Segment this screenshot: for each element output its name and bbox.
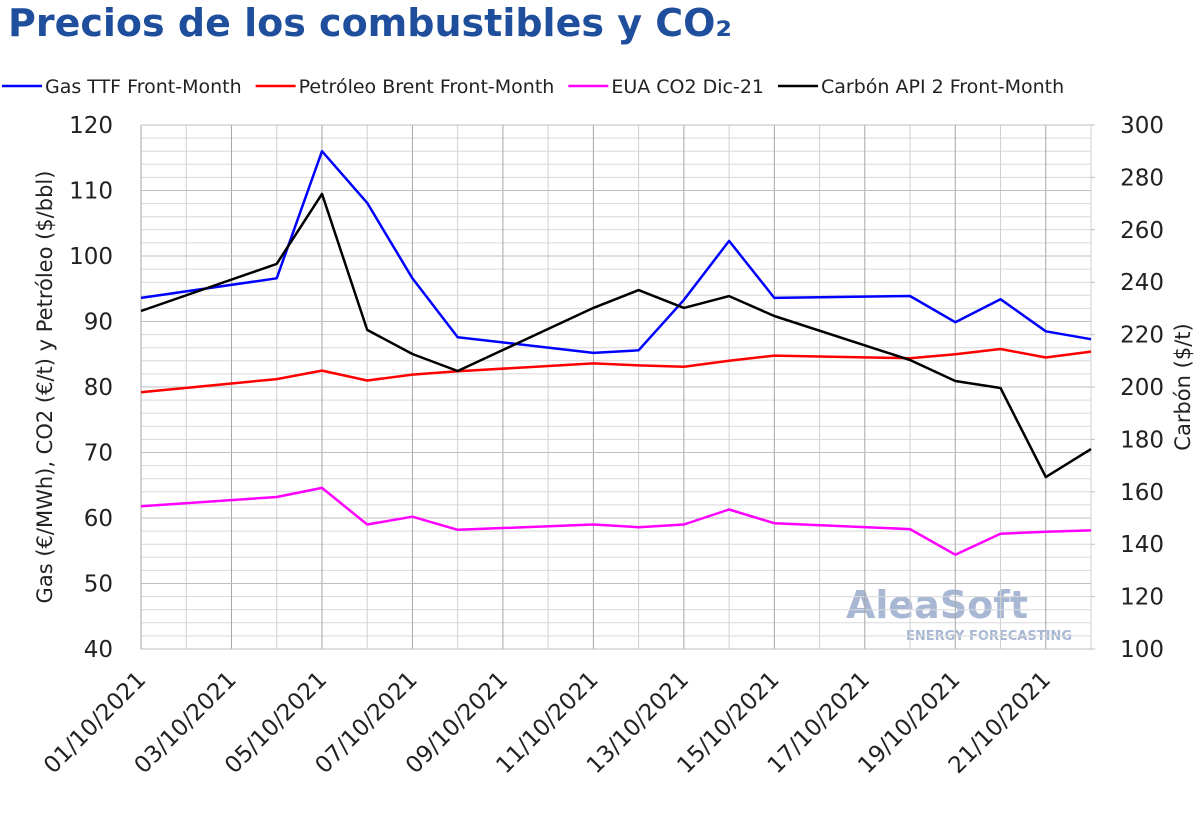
y2-tick-label: 200 (1120, 375, 1164, 401)
y-axis-label: Gas (€/MWh), CO2 (€/t) y Petróleo ($/bbl… (33, 171, 57, 604)
y-tick-label: 80 (84, 375, 113, 401)
y-tick-label: 70 (84, 441, 113, 467)
y2-tick-label: 140 (1120, 532, 1164, 558)
y2-tick-label: 160 (1120, 480, 1164, 506)
y-tick-label: 50 (84, 572, 113, 598)
series-line (140, 486, 1092, 556)
y2-tick-label: 180 (1120, 427, 1164, 453)
y2-tick-label: 280 (1120, 165, 1164, 191)
y-tick-label: 100 (69, 244, 113, 270)
legend-label: Carbón API 2 Front-Month (821, 76, 1064, 98)
y-tick-label: 40 (84, 637, 113, 663)
y2-tick-label: 300 (1120, 113, 1164, 139)
legend-label: EUA CO2 Dic-21 (611, 76, 764, 98)
legend-label: Petróleo Brent Front-Month (299, 76, 555, 98)
watermark-tagline: ENERGY FORECASTING (906, 629, 1072, 644)
y-tick-label: 110 (69, 179, 113, 205)
y2-tick-label: 240 (1120, 270, 1164, 296)
y2-tick-label: 260 (1120, 218, 1164, 244)
series-line (140, 149, 1092, 355)
y2-tick-label: 220 (1120, 323, 1164, 349)
legend-label: Gas TTF Front-Month (45, 76, 242, 98)
y2-tick-label: 120 (1120, 585, 1164, 611)
chart-title: Precios de los combustibles y CO₂ (8, 1, 732, 45)
series-line (140, 347, 1092, 394)
y-tick-label: 120 (69, 113, 113, 139)
y-tick-label: 60 (84, 506, 113, 532)
series-line (140, 192, 1092, 479)
watermark-brand: AleaSoft (846, 583, 1028, 627)
y-tick-label: 90 (84, 310, 113, 336)
y2-axis-label: Carbón ($/t) (1171, 323, 1195, 450)
y2-tick-label: 100 (1120, 637, 1164, 663)
